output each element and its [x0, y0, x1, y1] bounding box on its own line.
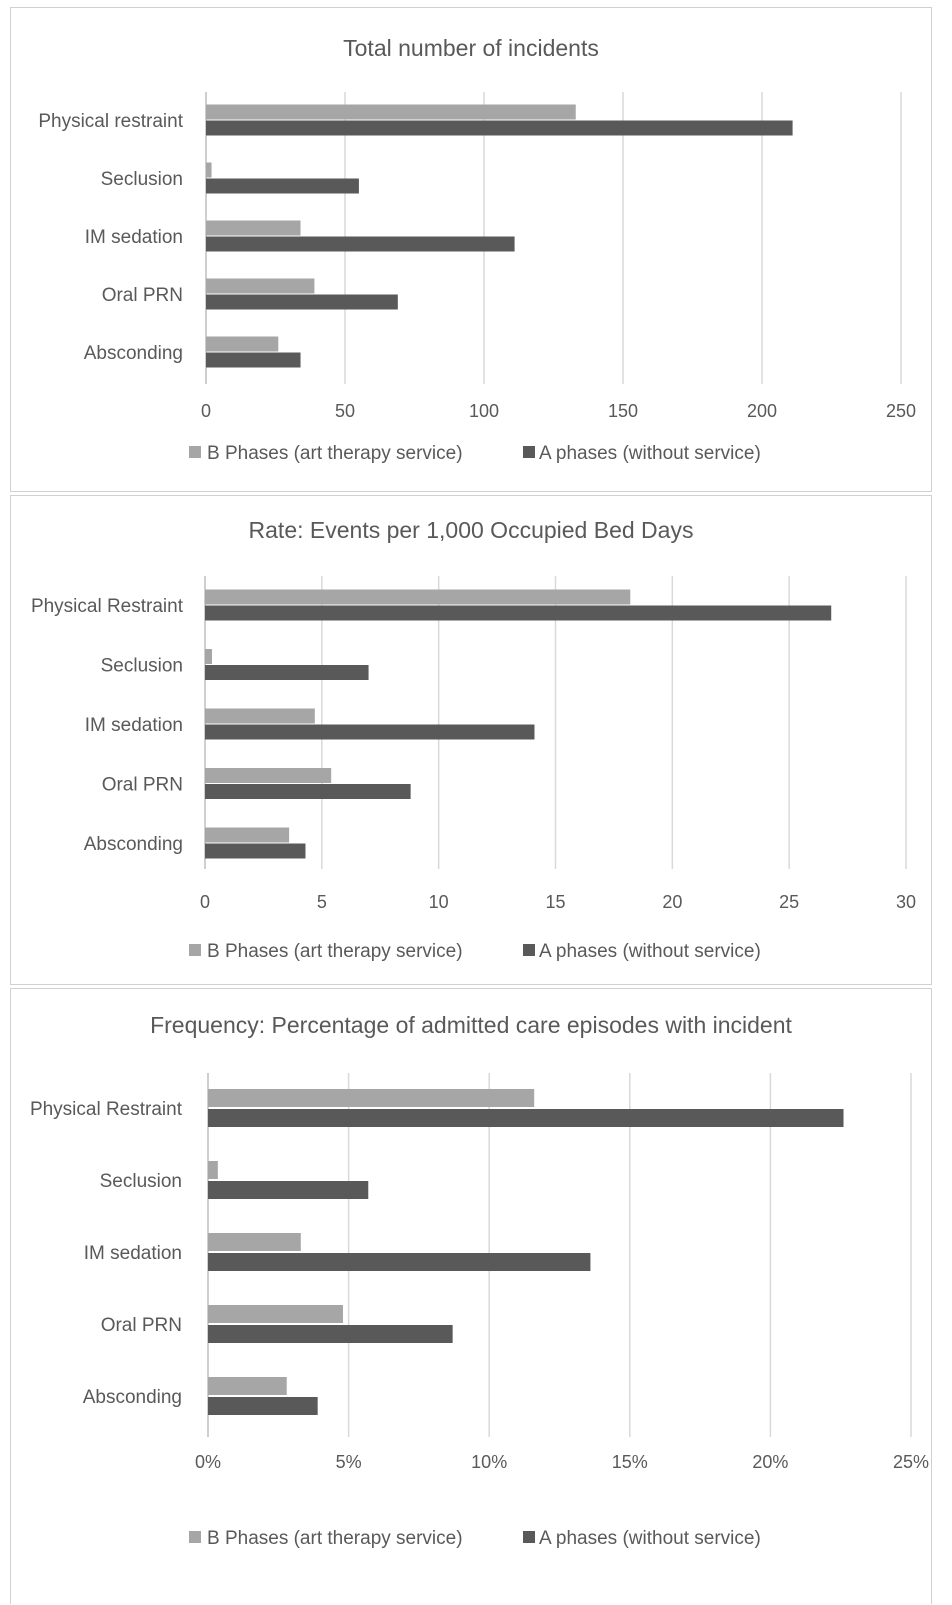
- chart-total-incidents: Total number of incidents 0 50 100 150 200 250…: [38, 35, 916, 464]
- x-tick-label: 5%: [336, 1452, 362, 1472]
- category-label: Physical restraint: [38, 111, 183, 132]
- bar-a-phases: [206, 294, 398, 310]
- x-tick-label: 10%: [471, 1452, 507, 1472]
- category-label: Oral PRN: [102, 775, 183, 796]
- legend-label-a: A phases (without service): [539, 1528, 761, 1549]
- chart-rate: Rate: Events per 1,000 Occupied Bed Days…: [31, 517, 916, 962]
- legend-label-b: B Phases (art therapy service): [207, 443, 463, 464]
- chart-panel-total-incidents: Total number of incidents 0 50 100 150 200 250…: [10, 7, 932, 492]
- bar-b-phases: [208, 1377, 287, 1395]
- category-label: Oral PRN: [102, 285, 183, 306]
- bar-a-phases: [205, 843, 306, 859]
- bar-b-phases: [206, 278, 315, 294]
- bar-a-phases: [208, 1181, 369, 1199]
- bar-b-phases: [206, 220, 301, 236]
- category-label: Seclusion: [100, 1171, 182, 1192]
- bar-b-phases: [208, 1161, 218, 1179]
- category-label: Absconding: [84, 834, 183, 855]
- bar-b-phases: [205, 649, 213, 664]
- category-label: Physical Restraint: [30, 1099, 183, 1120]
- x-tick-label: 15: [545, 892, 565, 912]
- bar-b-phases: [205, 708, 315, 724]
- legend-label-a: A phases (without service): [539, 941, 761, 962]
- x-tick-label: 5: [317, 892, 327, 912]
- x-tick-label: 10: [429, 892, 449, 912]
- bar-a-phases: [208, 1325, 453, 1343]
- x-tick-label: 15%: [612, 1452, 648, 1472]
- chart-title: Frequency: Percentage of admitted care e…: [150, 1012, 792, 1038]
- legend-label-a: A phases (without service): [539, 443, 761, 464]
- x-tick-label: 30: [896, 892, 916, 912]
- category-label: Absconding: [83, 1387, 182, 1408]
- legend-label-b: B Phases (art therapy service): [207, 941, 463, 962]
- bar-b-phases: [206, 162, 212, 178]
- bar-a-phases: [208, 1253, 591, 1271]
- bar-b-phases: [205, 768, 332, 783]
- category-label: Physical Restraint: [31, 596, 184, 617]
- x-tick-label: 150: [608, 401, 638, 421]
- category-label: Seclusion: [101, 656, 183, 677]
- legend-swatch-b: [189, 446, 201, 458]
- category-label: Oral PRN: [101, 1315, 182, 1336]
- legend-label-b: B Phases (art therapy service): [207, 1528, 463, 1549]
- category-label: Absconding: [84, 343, 183, 364]
- chart-panel-frequency: Frequency: Percentage of admitted care e…: [10, 988, 932, 1604]
- bar-a-phases: [205, 784, 411, 799]
- chart-title: Total number of incidents: [343, 35, 599, 61]
- bar-b-phases: [205, 589, 631, 605]
- bar-a-phases: [206, 178, 359, 194]
- legend-swatch-a: [523, 944, 535, 956]
- legend-swatch-b: [189, 944, 201, 956]
- bar-a-phases: [206, 120, 793, 136]
- bar-b-phases: [208, 1233, 301, 1251]
- x-tick-label: 25: [779, 892, 799, 912]
- category-label: IM sedation: [85, 227, 183, 248]
- x-tick-label: 25%: [893, 1452, 929, 1472]
- x-tick-label: 250: [886, 401, 916, 421]
- bar-b-phases: [208, 1089, 535, 1107]
- bar-b-phases: [208, 1305, 343, 1323]
- bar-b-phases: [206, 104, 576, 120]
- bar-a-phases: [206, 236, 515, 252]
- x-tick-label: 100: [469, 401, 499, 421]
- category-label: IM sedation: [85, 715, 183, 736]
- x-tick-label: 0: [200, 892, 210, 912]
- legend-swatch-a: [523, 1531, 535, 1543]
- bar-a-phases: [205, 724, 535, 740]
- x-tick-label: 20: [662, 892, 682, 912]
- category-label: IM sedation: [84, 1243, 182, 1264]
- bar-a-phases: [206, 352, 301, 368]
- x-tick-label: 20%: [752, 1452, 788, 1472]
- chart-panel-rate: Rate: Events per 1,000 Occupied Bed Days…: [10, 495, 932, 985]
- bar-a-phases: [205, 605, 832, 621]
- chart-title: Rate: Events per 1,000 Occupied Bed Days: [249, 517, 694, 543]
- bar-a-phases: [208, 1397, 318, 1415]
- x-tick-label: 200: [747, 401, 777, 421]
- legend-swatch-b: [189, 1531, 201, 1543]
- bar-b-phases: [205, 827, 290, 843]
- bar-a-phases: [208, 1109, 844, 1127]
- bar-a-phases: [205, 665, 369, 680]
- chart-frequency: Frequency: Percentage of admitted care e…: [30, 1012, 929, 1549]
- legend-swatch-a: [523, 446, 535, 458]
- category-label: Seclusion: [101, 169, 183, 190]
- bar-b-phases: [206, 336, 279, 352]
- x-tick-label: 0%: [195, 1452, 221, 1472]
- x-tick-label: 50: [335, 401, 355, 421]
- x-tick-label: 0: [201, 401, 211, 421]
